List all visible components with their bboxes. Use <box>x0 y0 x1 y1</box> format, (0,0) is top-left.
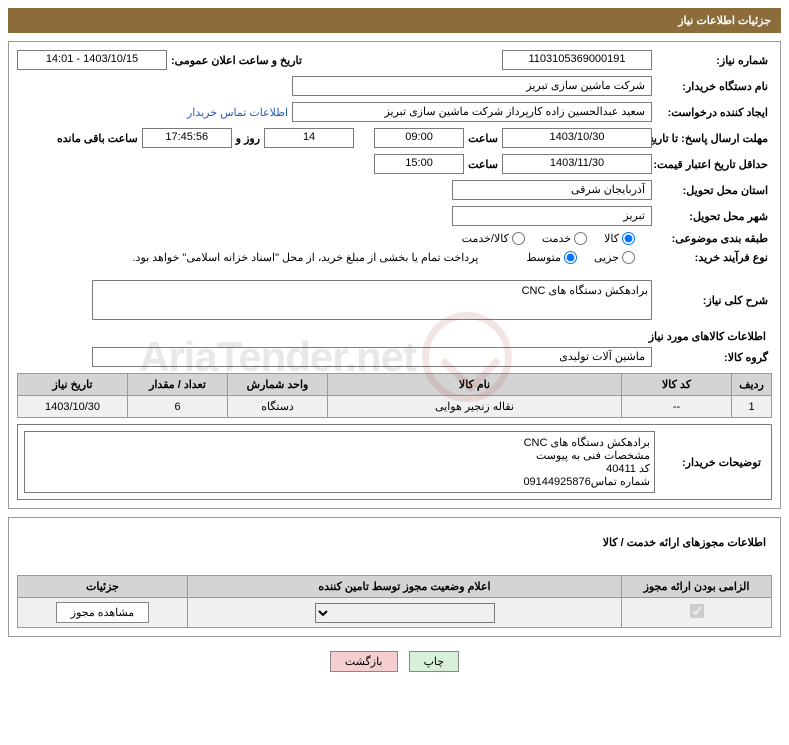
cell-code: -- <box>622 396 732 418</box>
req-no-value: 1103105369000191 <box>502 50 652 70</box>
pt-opt-2: متوسط <box>526 251 561 264</box>
table-row: 1 -- نقاله زنجیر هوایی دستگاه 6 1403/10/… <box>18 396 772 418</box>
cell-date: 1403/10/30 <box>18 396 128 418</box>
pt-radio-medium[interactable] <box>564 251 577 264</box>
deadline-date: 1403/10/30 <box>502 128 652 148</box>
buyer-notes-content: برادهکش دستگاه های CNC مشخصات فنی به پیو… <box>24 431 655 493</box>
perm-col-mandatory: الزامی بودن ارائه مجوز <box>622 576 772 598</box>
col-date: تاریخ نیاز <box>18 374 128 396</box>
col-code: کد کالا <box>622 374 732 396</box>
cat-opt-1: کالا <box>604 232 619 245</box>
page-title: جزئیات اطلاعات نیاز <box>678 15 771 27</box>
col-qty: تعداد / مقدار <box>128 374 228 396</box>
buyer-org-label: نام دستگاه خریدار: <box>652 80 772 93</box>
valid-date: 1403/11/30 <box>502 154 652 174</box>
buyer-contact-link[interactable]: اطلاعات تماس خریدار <box>183 106 292 119</box>
cat-opt-2: خدمت <box>542 232 571 245</box>
buyer-notes-box: توضیحات خریدار: برادهکش دستگاه های CNC م… <box>17 424 772 500</box>
note-line-4: شماره تماس09144925876 <box>29 475 650 488</box>
perm-section-title: اطلاعات مجوزهای ارائه خدمت / کالا <box>17 536 766 549</box>
perm-mandatory-checkbox <box>690 604 704 618</box>
summary-textarea[interactable]: برادهکش دستگاه های CNC <box>92 280 652 320</box>
summary-label: شرح کلی نیاز: <box>652 294 772 307</box>
req-no-label: شماره نیاز: <box>652 54 772 67</box>
remain-time: 17:45:56 <box>142 128 232 148</box>
day-and-label: روز و <box>232 132 264 145</box>
deadline-hour: 09:00 <box>374 128 464 148</box>
hour-label-1: ساعت <box>464 132 502 145</box>
pub-date-label: تاریخ و ساعت اعلان عمومی: <box>167 54 306 67</box>
col-row: ردیف <box>732 374 772 396</box>
category-label: طبقه بندی موضوعی: <box>652 232 772 245</box>
cell-qty: 6 <box>128 396 228 418</box>
footer-buttons: چاپ بازگشت <box>0 645 789 682</box>
requester-label: ایجاد کننده درخواست: <box>652 106 772 119</box>
city-label: شهر محل تحویل: <box>652 210 772 223</box>
main-panel: AriaTender.net شماره نیاز: 1103105369000… <box>8 41 781 509</box>
valid-label: حداقل تاریخ اعتبار قیمت: تا تاریخ: <box>652 158 772 171</box>
cell-name: نقاله زنجیر هوایی <box>328 396 622 418</box>
note-line-3: کد 40411 <box>29 462 650 475</box>
city-value: تبریز <box>452 206 652 226</box>
view-permission-button[interactable]: مشاهده مجوز <box>56 602 149 623</box>
cat-radio-both[interactable] <box>512 232 525 245</box>
valid-hour: 15:00 <box>374 154 464 174</box>
purchase-note: پرداخت تمام یا بخشی از مبلغ خرید، از محل… <box>133 251 479 264</box>
hour-label-2: ساعت <box>464 158 502 171</box>
perm-status-cell <box>188 598 622 628</box>
buyer-notes-label: توضیحات خریدار: <box>655 456 765 469</box>
perm-table: الزامی بودن ارائه مجوز اعلام وضعیت مجوز … <box>17 575 772 628</box>
requester-value: سعید عبدالحسین زاده کارپرداز شرکت ماشین … <box>292 102 652 122</box>
remain-days: 14 <box>264 128 354 148</box>
cat-radio-goods[interactable] <box>622 232 635 245</box>
deadline-label: مهلت ارسال پاسخ: تا تاریخ: <box>652 132 772 145</box>
pt-opt-1: جزیی <box>594 251 619 264</box>
purchase-type-label: نوع فرآیند خرید: <box>652 251 772 264</box>
print-button[interactable]: چاپ <box>409 651 460 672</box>
perm-details-cell: مشاهده مجوز <box>18 598 188 628</box>
hour-remain-label: ساعت باقی مانده <box>53 132 142 145</box>
goods-group-value: ماشین آلات تولیدی <box>92 347 652 367</box>
perm-status-select[interactable] <box>315 603 495 623</box>
province-label: استان محل تحویل: <box>652 184 772 197</box>
goods-section-title: اطلاعات کالاهای مورد نیاز <box>17 330 766 343</box>
cell-row: 1 <box>732 396 772 418</box>
goods-group-label: گروه کالا: <box>652 351 772 364</box>
cell-unit: دستگاه <box>228 396 328 418</box>
note-line-2: مشخصات فنی به پیوست <box>29 449 650 462</box>
province-value: آذربایجان شرقی <box>452 180 652 200</box>
col-unit: واحد شمارش <box>228 374 328 396</box>
col-name: نام کالا <box>328 374 622 396</box>
perm-mandatory-cell <box>622 598 772 628</box>
perm-col-status: اعلام وضعیت مجوز توسط تامین کننده <box>188 576 622 598</box>
back-button[interactable]: بازگشت <box>330 651 398 672</box>
pub-date-value: 1403/10/15 - 14:01 <box>17 50 167 70</box>
note-line-1: برادهکش دستگاه های CNC <box>29 436 650 449</box>
perm-col-details: جزئیات <box>18 576 188 598</box>
pt-radio-minor[interactable] <box>622 251 635 264</box>
page-header: جزئیات اطلاعات نیاز <box>8 8 781 33</box>
items-table: ردیف کد کالا نام کالا واحد شمارش تعداد /… <box>17 373 772 418</box>
buyer-org-value: شرکت ماشین سازی تبریز <box>292 76 652 96</box>
cat-radio-service[interactable] <box>574 232 587 245</box>
perm-row: مشاهده مجوز <box>18 598 772 628</box>
cat-opt-3: کالا/خدمت <box>462 232 509 245</box>
permissions-panel: اطلاعات مجوزهای ارائه خدمت / کالا الزامی… <box>8 517 781 637</box>
